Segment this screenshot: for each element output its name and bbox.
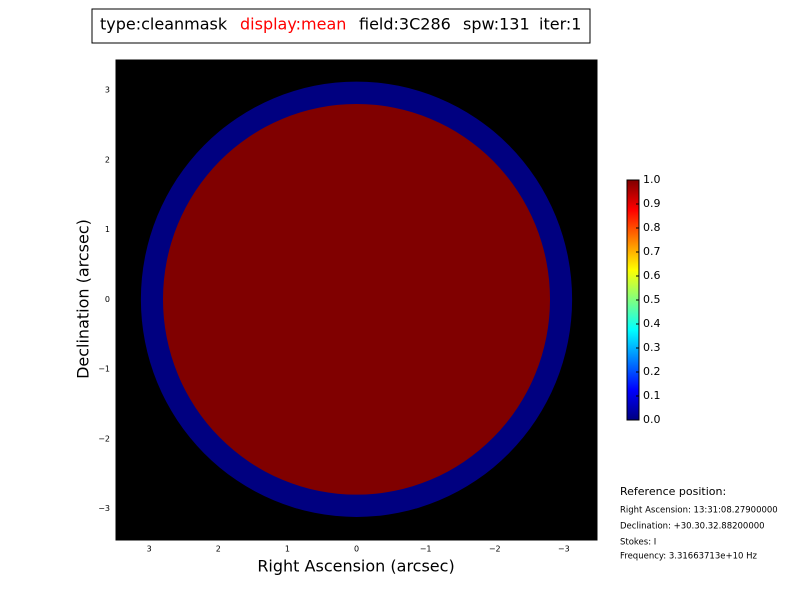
mask-region bbox=[162, 103, 551, 495]
y-tick-label: 0 bbox=[105, 295, 110, 304]
x-tick-label: −1 bbox=[420, 545, 432, 554]
x-tick-label: −3 bbox=[558, 545, 570, 554]
title-part: type:cleanmask bbox=[100, 15, 228, 34]
y-tick-label: −2 bbox=[98, 434, 110, 443]
title-part: iter:1 bbox=[539, 15, 581, 34]
reference-info: Declination: +30.30.32.88200000 bbox=[620, 522, 765, 532]
title-part: field:3C286 bbox=[359, 15, 451, 34]
title-part: spw:131 bbox=[463, 15, 530, 34]
reference-info: Right Ascension: 13:31:08.27900000 bbox=[620, 506, 778, 516]
colorbar-tick-label: 1.0 bbox=[643, 173, 661, 186]
x-tick-label: 0 bbox=[354, 545, 359, 554]
y-tick-label: 2 bbox=[105, 155, 110, 164]
x-tick-label: 3 bbox=[147, 545, 152, 554]
reference-info: Frequency: 3.31663713e+10 Hz bbox=[620, 552, 757, 562]
colorbar-tick-label: 0.9 bbox=[643, 197, 661, 210]
colorbar-tick-label: 0.5 bbox=[643, 293, 661, 306]
x-tick-label: −2 bbox=[489, 545, 501, 554]
title-box bbox=[91, 8, 591, 44]
reference-info: Stokes: I bbox=[620, 538, 656, 548]
colorbar-tick-label: 0.3 bbox=[643, 341, 661, 354]
colorbar-tick-label: 0.4 bbox=[643, 317, 661, 330]
x-tick-label: 2 bbox=[216, 545, 221, 554]
colorbar-tick-label: 0.0 bbox=[643, 413, 661, 426]
title-part: display:mean bbox=[240, 15, 346, 34]
y-tick-label: 3 bbox=[105, 86, 110, 95]
y-tick-label: 1 bbox=[105, 225, 110, 234]
colorbar-tick-label: 0.1 bbox=[643, 389, 661, 402]
x-tick-label: 1 bbox=[285, 545, 290, 554]
y-axis-label: Declination (arcsec) bbox=[74, 219, 93, 379]
image-layer bbox=[140, 81, 573, 517]
colorbar-tick-label: 0.6 bbox=[643, 269, 661, 282]
colorbar-tick-label: 0.7 bbox=[643, 245, 661, 258]
y-tick-label: −3 bbox=[98, 504, 110, 513]
x-axis-label: Right Ascension (arcsec) bbox=[257, 557, 454, 576]
colorbar-tick-label: 0.2 bbox=[643, 365, 661, 378]
colorbar-tick-label: 0.8 bbox=[643, 221, 661, 234]
y-tick-label: −1 bbox=[98, 365, 110, 374]
reference-info: Reference position: bbox=[620, 485, 726, 498]
